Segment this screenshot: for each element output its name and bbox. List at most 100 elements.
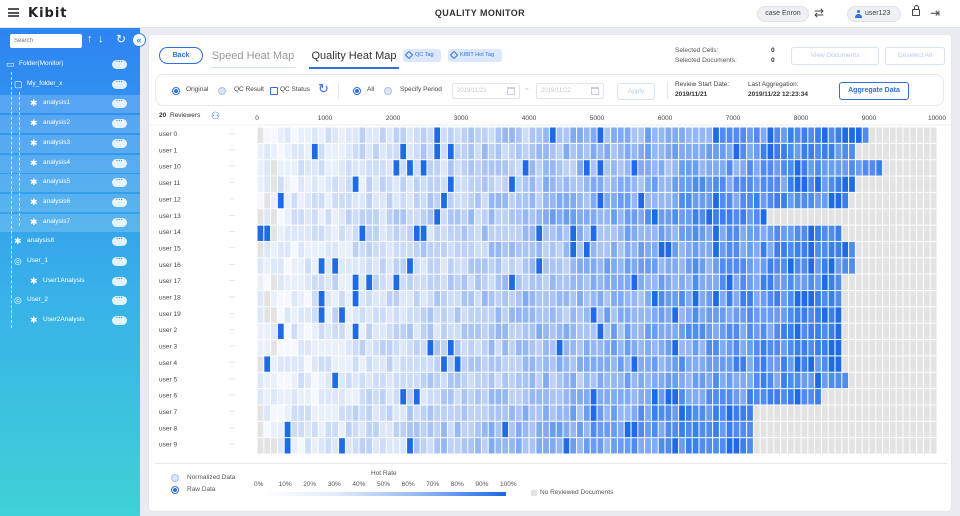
heat-cell[interactable] [529,356,536,372]
heat-cell[interactable] [672,192,679,209]
heat-cell[interactable] [896,421,903,438]
heat-cell[interactable] [624,241,631,258]
heat-cell[interactable] [570,225,577,241]
heat-cell[interactable] [597,307,604,323]
heat-cell[interactable] [638,176,645,192]
heat-cell[interactable] [427,340,434,356]
heat-cell[interactable] [536,356,543,372]
heat-cell[interactable] [815,176,821,192]
heat-cell[interactable] [502,356,509,372]
heat-cell[interactable] [495,421,502,438]
heat-cell[interactable] [427,389,434,405]
heat-cell[interactable] [638,323,645,340]
heat-cell[interactable] [699,143,706,160]
heat-cell[interactable] [454,389,461,405]
heat-cell[interactable] [910,307,917,323]
heat-cell[interactable] [801,241,808,258]
heat-cell[interactable] [726,143,733,160]
swap-icon[interactable]: ⇄ [814,6,825,20]
heat-cell[interactable] [461,209,468,225]
heat-cell[interactable] [447,127,454,143]
menu-icon[interactable] [8,8,19,17]
heat-cell[interactable] [434,209,441,225]
heat-cell[interactable] [509,274,515,290]
heat-cell[interactable] [794,356,801,372]
original-radio[interactable] [172,87,180,95]
heat-cell[interactable] [481,160,488,176]
heat-cell[interactable] [821,127,828,143]
heat-cell[interactable] [876,291,883,307]
heat-cell[interactable] [529,225,536,241]
heat-cell[interactable] [631,323,638,340]
heat-cell[interactable] [842,372,849,389]
heat-cell[interactable] [638,356,645,372]
heat-cell[interactable] [638,209,645,225]
heat-cell[interactable] [910,372,917,389]
heat-cell[interactable] [726,241,733,258]
heat-cell[interactable] [413,274,420,290]
heat-cell[interactable] [379,421,386,438]
heat-cell[interactable] [284,323,291,340]
heat-cell[interactable] [781,241,787,258]
heat-cell[interactable] [284,291,291,307]
heat-cell[interactable] [862,323,869,340]
heat-cell[interactable] [869,225,876,241]
row-menu-icon[interactable]: ··· [229,344,235,350]
heat-cell[interactable] [862,160,869,176]
heat-cell[interactable] [502,241,509,258]
heat-cell[interactable] [543,192,549,209]
heat-cell[interactable] [549,340,556,356]
heat-cell[interactable] [264,389,271,405]
heat-cell[interactable] [883,143,889,160]
heat-cell[interactable] [869,421,876,438]
heat-cell[interactable] [869,405,876,421]
heat-cell[interactable] [876,241,883,258]
heat-cell[interactable] [420,241,427,258]
heat-cell[interactable] [604,258,611,274]
heat-cell[interactable] [332,405,339,421]
heat-cell[interactable] [645,192,651,209]
heat-cell[interactable] [801,405,808,421]
heat-cell[interactable] [570,323,577,340]
heat-cell[interactable] [522,192,529,209]
heat-cell[interactable] [515,258,522,274]
qc-tag-chip[interactable]: QC Tag [403,49,441,62]
heat-cell[interactable] [502,143,509,160]
heat-cell[interactable] [311,307,318,323]
heat-cell[interactable] [577,127,583,143]
heat-cell[interactable] [665,323,672,340]
heat-cell[interactable] [808,356,815,372]
heat-cell[interactable] [910,340,917,356]
heat-cell[interactable] [379,291,386,307]
heat-cell[interactable] [339,274,345,290]
heat-cell[interactable] [549,209,556,225]
heat-cell[interactable] [733,241,740,258]
heat-cell[interactable] [332,356,339,372]
heat-cell[interactable] [923,291,930,307]
heat-cell[interactable] [923,307,930,323]
heat-cell[interactable] [264,241,271,258]
heat-cell[interactable] [529,258,536,274]
heat-cell[interactable] [787,209,794,225]
heat-cell[interactable] [441,323,447,340]
heat-cell[interactable] [420,143,427,160]
heat-cell[interactable] [393,421,400,438]
heat-cell[interactable] [896,127,903,143]
heat-cell[interactable] [495,307,502,323]
heat-cell[interactable] [509,323,515,340]
heat-cell[interactable] [930,405,937,421]
heat-cell[interactable] [930,291,937,307]
heat-cell[interactable] [271,291,277,307]
heat-cell[interactable] [522,241,529,258]
heat-cell[interactable] [515,405,522,421]
heat-cell[interactable] [638,274,645,290]
heat-cell[interactable] [740,241,747,258]
heat-cell[interactable] [903,192,910,209]
heat-cell[interactable] [339,356,345,372]
heat-cell[interactable] [577,241,583,258]
heat-cell[interactable] [624,225,631,241]
heat-cell[interactable] [617,307,624,323]
heat-cell[interactable] [842,160,849,176]
heat-cell[interactable] [413,241,420,258]
heat-cell[interactable] [740,372,747,389]
